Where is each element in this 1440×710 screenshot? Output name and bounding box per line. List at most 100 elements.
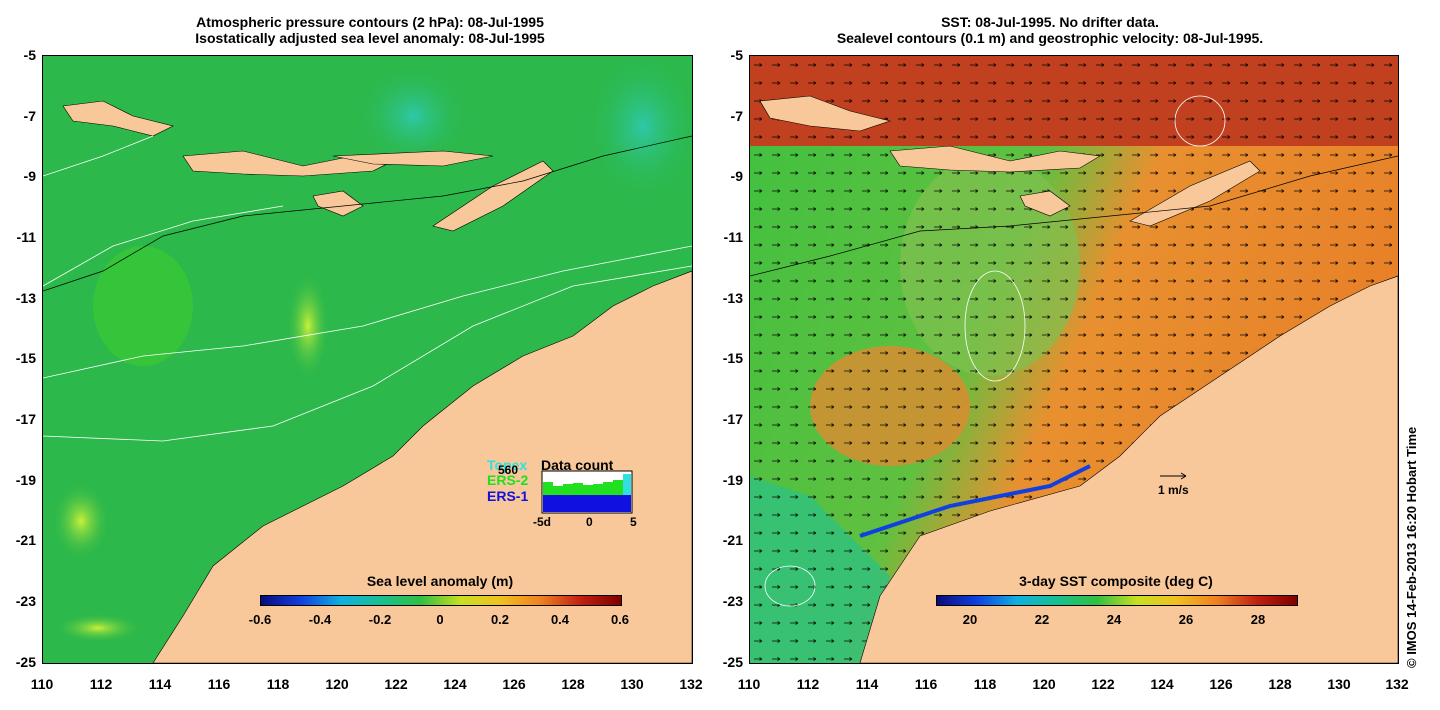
right-cbar-tick: 28 <box>1250 612 1266 627</box>
y-tick: -25 <box>15 654 36 670</box>
y-tick: -13 <box>722 290 743 306</box>
pressure-contour-1 <box>43 245 692 379</box>
y-tick: -23 <box>722 593 743 609</box>
right-cbar-tick: 22 <box>1034 612 1050 627</box>
x-tick: 130 <box>620 676 644 692</box>
x-tick: 114 <box>148 676 172 692</box>
right-cbar-tick: 24 <box>1106 612 1122 627</box>
anomaly-cyan-patch <box>353 61 473 171</box>
java-island <box>62 100 174 137</box>
sealevel-contour-eddy <box>964 270 1026 382</box>
australia-landmass-right <box>859 275 1398 663</box>
y-tick: -11 <box>16 229 36 245</box>
anomaly-light-patch <box>93 246 193 366</box>
legend-topex: Topex <box>487 457 528 473</box>
y-tick: -21 <box>15 532 36 548</box>
anomaly-yellow-patch <box>286 271 330 381</box>
x-tick: 132 <box>1385 676 1409 692</box>
left-colorbar-title: Sea level anomaly (m) <box>366 573 514 589</box>
y-tick: -15 <box>15 350 36 366</box>
x-tick: 126 <box>1209 676 1233 692</box>
x-tick: 116 <box>207 676 231 692</box>
sealevel-contour-eddy-2 <box>1174 95 1226 147</box>
right-cbar-tick: 20 <box>962 612 978 627</box>
sst-map-svg <box>750 56 1398 663</box>
left-cbar-tick: 0.6 <box>610 612 630 627</box>
x-tick: 120 <box>1032 676 1056 692</box>
velocity-reference-label: 1 m/s <box>1158 483 1189 497</box>
y-tick: -13 <box>15 290 36 306</box>
legend-axis-mid: 0 <box>586 515 593 529</box>
data-count-histogram <box>541 470 633 514</box>
y-tick: -9 <box>730 168 743 184</box>
left-cbar-tick: 0.4 <box>550 612 570 627</box>
x-tick: 114 <box>855 676 879 692</box>
x-tick: 130 <box>1327 676 1351 692</box>
x-tick: 122 <box>384 676 408 692</box>
sealevel-contour-eddy-3 <box>764 565 816 607</box>
y-tick: -17 <box>15 411 36 427</box>
y-tick: -5 <box>23 47 36 63</box>
y-tick: -25 <box>722 654 743 670</box>
y-tick: -15 <box>722 350 743 366</box>
y-tick: -7 <box>730 108 743 124</box>
legend-ers1: ERS-1 <box>487 488 529 504</box>
x-tick: 110 <box>737 676 761 692</box>
x-tick: 120 <box>325 676 349 692</box>
java-island-right <box>759 95 892 132</box>
anomaly-yellow-patch-3 <box>53 613 143 643</box>
x-tick: 112 <box>796 676 820 692</box>
left-cbar-tick: 0 <box>436 612 444 627</box>
legend-count: 560 <box>498 463 519 477</box>
y-tick: -19 <box>15 472 36 488</box>
y-tick: -7 <box>23 108 36 124</box>
sumba-island-right <box>1019 190 1071 217</box>
copyright-notice: © IMOS 14-Feb-2013 16:20 Hobart Time <box>1404 426 1419 668</box>
right-cbar-tick: 26 <box>1178 612 1194 627</box>
left-cbar-tick: 0.2 <box>490 612 510 627</box>
right-colorbar-title: 3-day SST composite (deg C) <box>1019 573 1213 589</box>
pressure-contour-4 <box>43 135 154 177</box>
legend-axis-end: 5 <box>630 515 637 529</box>
x-tick: 126 <box>502 676 526 692</box>
lesser-sunda-islands-right <box>889 145 1101 173</box>
timor-island-right <box>1129 160 1261 227</box>
ers2-bars <box>543 480 623 495</box>
legend-ers2: ERS-2 <box>487 472 529 488</box>
flores-island <box>332 150 494 167</box>
timor-island <box>432 160 554 232</box>
right-title-line2: Sealevel contours (0.1 m) and geostrophi… <box>836 30 1264 46</box>
x-tick: 124 <box>1150 676 1174 692</box>
y-tick: -17 <box>722 411 743 427</box>
sea-level-anomaly-map <box>42 55 693 664</box>
ers1-bars <box>543 495 631 512</box>
y-tick: -21 <box>722 532 743 548</box>
sumba-island <box>312 190 364 217</box>
lesser-sunda-islands <box>182 150 395 177</box>
velocity-reference-arrow-icon <box>1160 472 1187 480</box>
y-tick: -23 <box>15 593 36 609</box>
x-tick: 116 <box>914 676 938 692</box>
y-tick: -19 <box>722 472 743 488</box>
x-tick: 118 <box>973 676 997 692</box>
anomaly-cyan-patch-2 <box>583 56 692 206</box>
sea-level-map-svg <box>43 56 692 663</box>
x-tick: 112 <box>89 676 113 692</box>
anomaly-yellow-patch-2 <box>51 481 111 561</box>
x-tick: 110 <box>30 676 54 692</box>
left-cbar-tick: -0.4 <box>308 612 332 627</box>
left-colorbar <box>260 595 622 606</box>
x-tick: 128 <box>561 676 585 692</box>
topex-bar <box>623 474 631 495</box>
cold-coastal-strip <box>859 464 1091 538</box>
y-tick: -9 <box>23 168 36 184</box>
left-cbar-tick: -0.2 <box>368 612 392 627</box>
shelf-contour-right <box>750 155 1398 277</box>
y-tick: -11 <box>723 229 743 245</box>
x-tick: 118 <box>266 676 290 692</box>
australia-landmass <box>152 270 692 663</box>
legend-title: Data count <box>541 457 614 473</box>
left-title-line2: Isostatically adjusted sea level anomaly… <box>195 30 545 46</box>
y-tick: -5 <box>730 47 743 63</box>
x-tick: 124 <box>443 676 467 692</box>
